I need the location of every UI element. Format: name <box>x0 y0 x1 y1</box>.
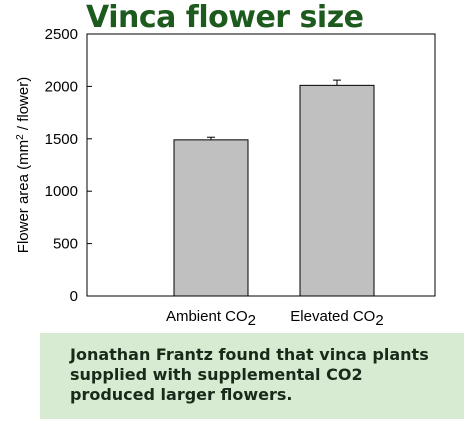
x-axis-labels: Ambient CO2 Elevated CO2 <box>166 308 384 329</box>
x-tick-label: Elevated CO2 <box>290 308 383 329</box>
y-tick-label: 1000 <box>45 183 78 200</box>
y-axis-label: Flower area (mm2 / flower) <box>15 77 32 253</box>
caption-box: Jonathan Frantz found that vinca plants … <box>40 333 464 419</box>
caption-text: Jonathan Frantz found that vinca plants … <box>70 345 429 404</box>
bar-ambient <box>173 139 249 297</box>
bars <box>173 79 375 297</box>
bar-chart: 0 500 1000 1500 2000 2500 Ambient CO2 Elevated… <box>15 26 436 329</box>
slide-title: Vinca flower size <box>86 0 364 35</box>
y-tick-label: 2500 <box>45 26 78 43</box>
y-axis-ticks: 0 500 1000 1500 2000 2500 <box>45 26 92 305</box>
y-tick-label: 0 <box>70 288 78 305</box>
y-tick-label: 2000 <box>45 78 78 95</box>
bar-elevated <box>299 84 375 297</box>
y-tick-label: 1500 <box>45 131 78 148</box>
y-tick-label: 500 <box>53 236 78 253</box>
x-tick-label: Ambient CO2 <box>166 308 256 329</box>
plot-area-frame <box>86 33 436 297</box>
